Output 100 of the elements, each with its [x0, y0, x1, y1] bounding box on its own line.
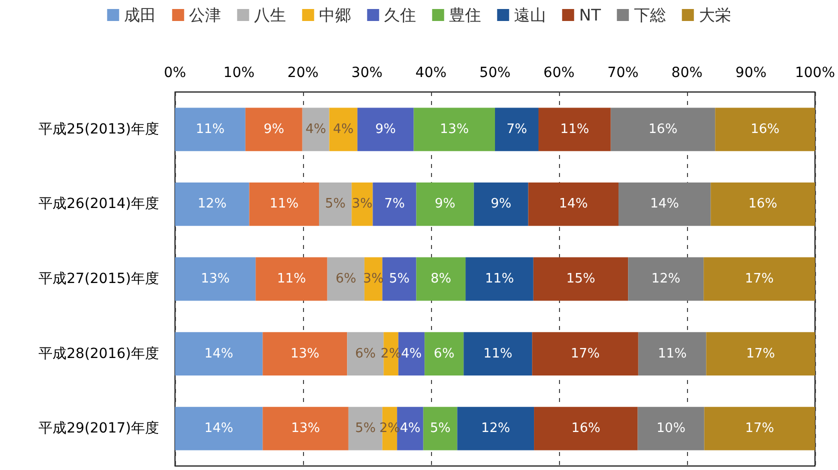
bar	[175, 406, 263, 450]
legend-label: 遠山	[514, 6, 546, 24]
bar	[457, 406, 534, 450]
data-label: 13%	[290, 346, 320, 362]
bar	[175, 257, 256, 301]
data-label: 14%	[204, 421, 234, 436]
data-label: 17%	[570, 346, 600, 362]
legend-label: NT	[579, 6, 602, 24]
bar	[416, 182, 474, 226]
bar	[327, 257, 364, 301]
legend-label: 大栄	[698, 6, 731, 24]
data-label: 6%	[434, 346, 454, 362]
y-tick-label: 平成25(2013)年度	[38, 121, 159, 138]
data-label: 11%	[483, 346, 512, 362]
bar	[249, 182, 319, 226]
legend-label: 八生	[254, 6, 286, 24]
data-label: 14%	[558, 196, 588, 212]
bar	[464, 332, 532, 376]
data-label: 17%	[744, 272, 774, 286]
x-tick-label: 20%	[287, 65, 319, 81]
x-tick-label: 30%	[351, 65, 383, 81]
bar	[372, 182, 416, 226]
bar	[175, 108, 246, 152]
bar	[175, 332, 263, 376]
legend-label: 公津	[189, 6, 222, 24]
data-label: 12%	[651, 272, 680, 286]
data-label: 9%	[375, 122, 396, 137]
bar	[618, 182, 711, 226]
bar	[357, 108, 414, 152]
data-label: 11%	[658, 346, 687, 362]
data-label: 4%	[333, 122, 354, 137]
data-label: 11%	[560, 122, 590, 137]
data-label: 5%	[355, 421, 376, 436]
x-tick-label: 0%	[164, 65, 186, 81]
x-tick-label: 70%	[607, 65, 639, 81]
bar	[245, 108, 302, 152]
data-label: 13%	[200, 272, 230, 286]
bar	[318, 182, 352, 226]
x-tick-label: 100%	[794, 65, 836, 81]
data-label: 10%	[656, 421, 686, 436]
x-tick-label: 10%	[223, 65, 255, 81]
data-label: 6%	[355, 346, 376, 362]
data-label: 16%	[750, 122, 780, 137]
bar	[532, 332, 638, 376]
data-label: 8%	[430, 272, 452, 286]
data-label: 12%	[198, 196, 227, 212]
bar	[175, 182, 250, 226]
x-tick-label: 80%	[671, 65, 703, 81]
data-label: 5%	[325, 196, 346, 212]
x-tick-label: 40%	[415, 65, 447, 81]
bar	[638, 406, 704, 450]
data-label: 17%	[745, 421, 774, 436]
data-label: 7%	[384, 196, 405, 212]
y-tick-label: 平成27(2015)年度	[38, 271, 159, 287]
data-label: 9%	[490, 196, 512, 212]
bar	[352, 182, 373, 226]
legend-label: 豊住	[449, 6, 482, 24]
data-label: 9%	[434, 196, 456, 212]
data-label: 14%	[650, 196, 680, 212]
bar	[424, 332, 464, 376]
legend-label: 下総	[634, 6, 666, 24]
bar	[262, 332, 348, 376]
bar	[423, 406, 458, 450]
y-tick-label: 平成28(2016)年度	[38, 346, 159, 362]
bar	[416, 257, 466, 301]
data-label: 3%	[352, 196, 373, 212]
data-label: 4%	[305, 122, 326, 137]
x-tick-label: 50%	[479, 65, 511, 81]
data-label: 4%	[400, 421, 421, 436]
data-label: 4%	[401, 346, 422, 362]
y-tick-label: 平成29(2017)年度	[38, 420, 159, 437]
data-label: 12%	[481, 421, 510, 436]
data-label: 7%	[506, 122, 528, 137]
data-label: 13%	[440, 122, 469, 137]
bar	[414, 108, 495, 152]
x-tick-label: 60%	[543, 65, 575, 81]
bar	[494, 108, 539, 152]
bar	[610, 108, 716, 152]
bar	[534, 406, 638, 450]
data-label: 9%	[264, 122, 284, 137]
data-label: 14%	[204, 346, 234, 362]
data-label: 5%	[430, 421, 451, 436]
data-label: 16%	[748, 196, 778, 212]
bar	[466, 257, 534, 301]
bar	[715, 108, 815, 152]
bar	[256, 257, 328, 301]
bar	[710, 182, 815, 226]
data-label: 16%	[648, 122, 678, 137]
bar	[628, 257, 704, 301]
legend-label: 中郷	[319, 6, 352, 24]
bar	[638, 332, 706, 376]
bar	[382, 257, 416, 301]
x-tick-label: 90%	[735, 65, 767, 81]
bar	[474, 182, 528, 226]
legend-label: 久住	[384, 6, 416, 24]
legend-label: 成田	[124, 6, 156, 24]
data-label: 5%	[389, 272, 410, 286]
data-label: 16%	[571, 421, 600, 436]
y-tick-label: 平成26(2014)年度	[38, 196, 159, 212]
bar	[302, 108, 330, 152]
